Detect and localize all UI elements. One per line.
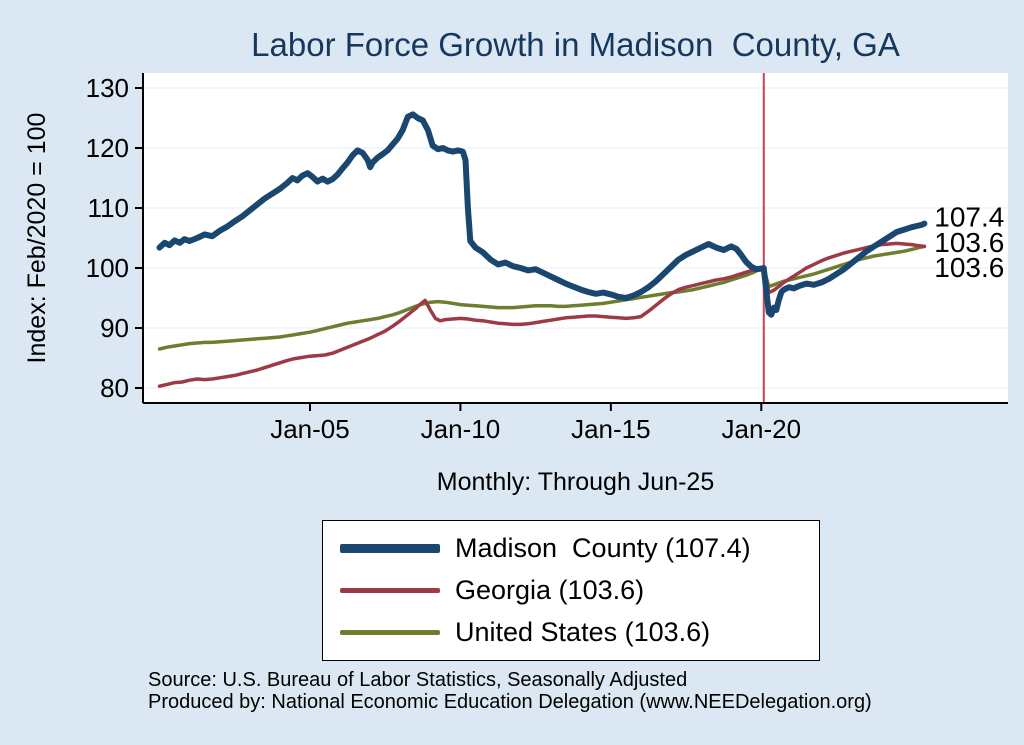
- series-line-georgia: [157, 241, 927, 388]
- y-tick-label: 110: [88, 193, 129, 223]
- y-tick-label: 100: [86, 253, 129, 283]
- chart-title: Labor Force Growth in Madison County, GA: [251, 26, 900, 63]
- legend-item-united-states: United States (103.6): [323, 611, 819, 653]
- y-tick-label: 130: [86, 73, 129, 103]
- legend-label-united-states: United States (103.6): [455, 616, 711, 647]
- legend-swatch-united-states: [340, 629, 440, 635]
- legend-item-georgia: Georgia (103.6): [323, 569, 819, 611]
- series-line-united-states: [157, 244, 927, 351]
- series-end-value-label: 103.6: [934, 252, 1004, 283]
- legend: Madison County (107.4) Georgia (103.6) Uni…: [322, 520, 820, 661]
- x-tick-label: Jan-05: [270, 414, 350, 444]
- source-note: Source: U.S. Bureau of Labor Statistics,…: [148, 669, 688, 691]
- legend-swatch-madison-county: [340, 543, 440, 553]
- legend-item-madison-county: Madison County (107.4): [323, 527, 819, 569]
- y-tick-label: 80: [100, 373, 129, 403]
- x-tick-label: Jan-20: [722, 414, 802, 444]
- series-line-madison-county: [156, 111, 928, 318]
- series-end-value-label: 107.4: [934, 201, 1004, 232]
- plot-background: [143, 73, 1008, 403]
- produced-note: Produced by: National Economic Education…: [148, 691, 872, 713]
- x-axis-label: Monthly: Through Jun-25: [436, 468, 715, 496]
- y-tick-label: 120: [86, 133, 129, 163]
- x-tick-label: Jan-15: [571, 414, 651, 444]
- x-tick-label: Jan-10: [421, 414, 501, 444]
- series-end-value-label: 103.6: [934, 227, 1004, 258]
- legend-label-madison-county: Madison County (107.4): [455, 532, 751, 563]
- y-tick-label: 90: [100, 313, 129, 343]
- legend-label-georgia: Georgia (103.6): [455, 574, 645, 605]
- legend-swatch-georgia: [340, 587, 440, 593]
